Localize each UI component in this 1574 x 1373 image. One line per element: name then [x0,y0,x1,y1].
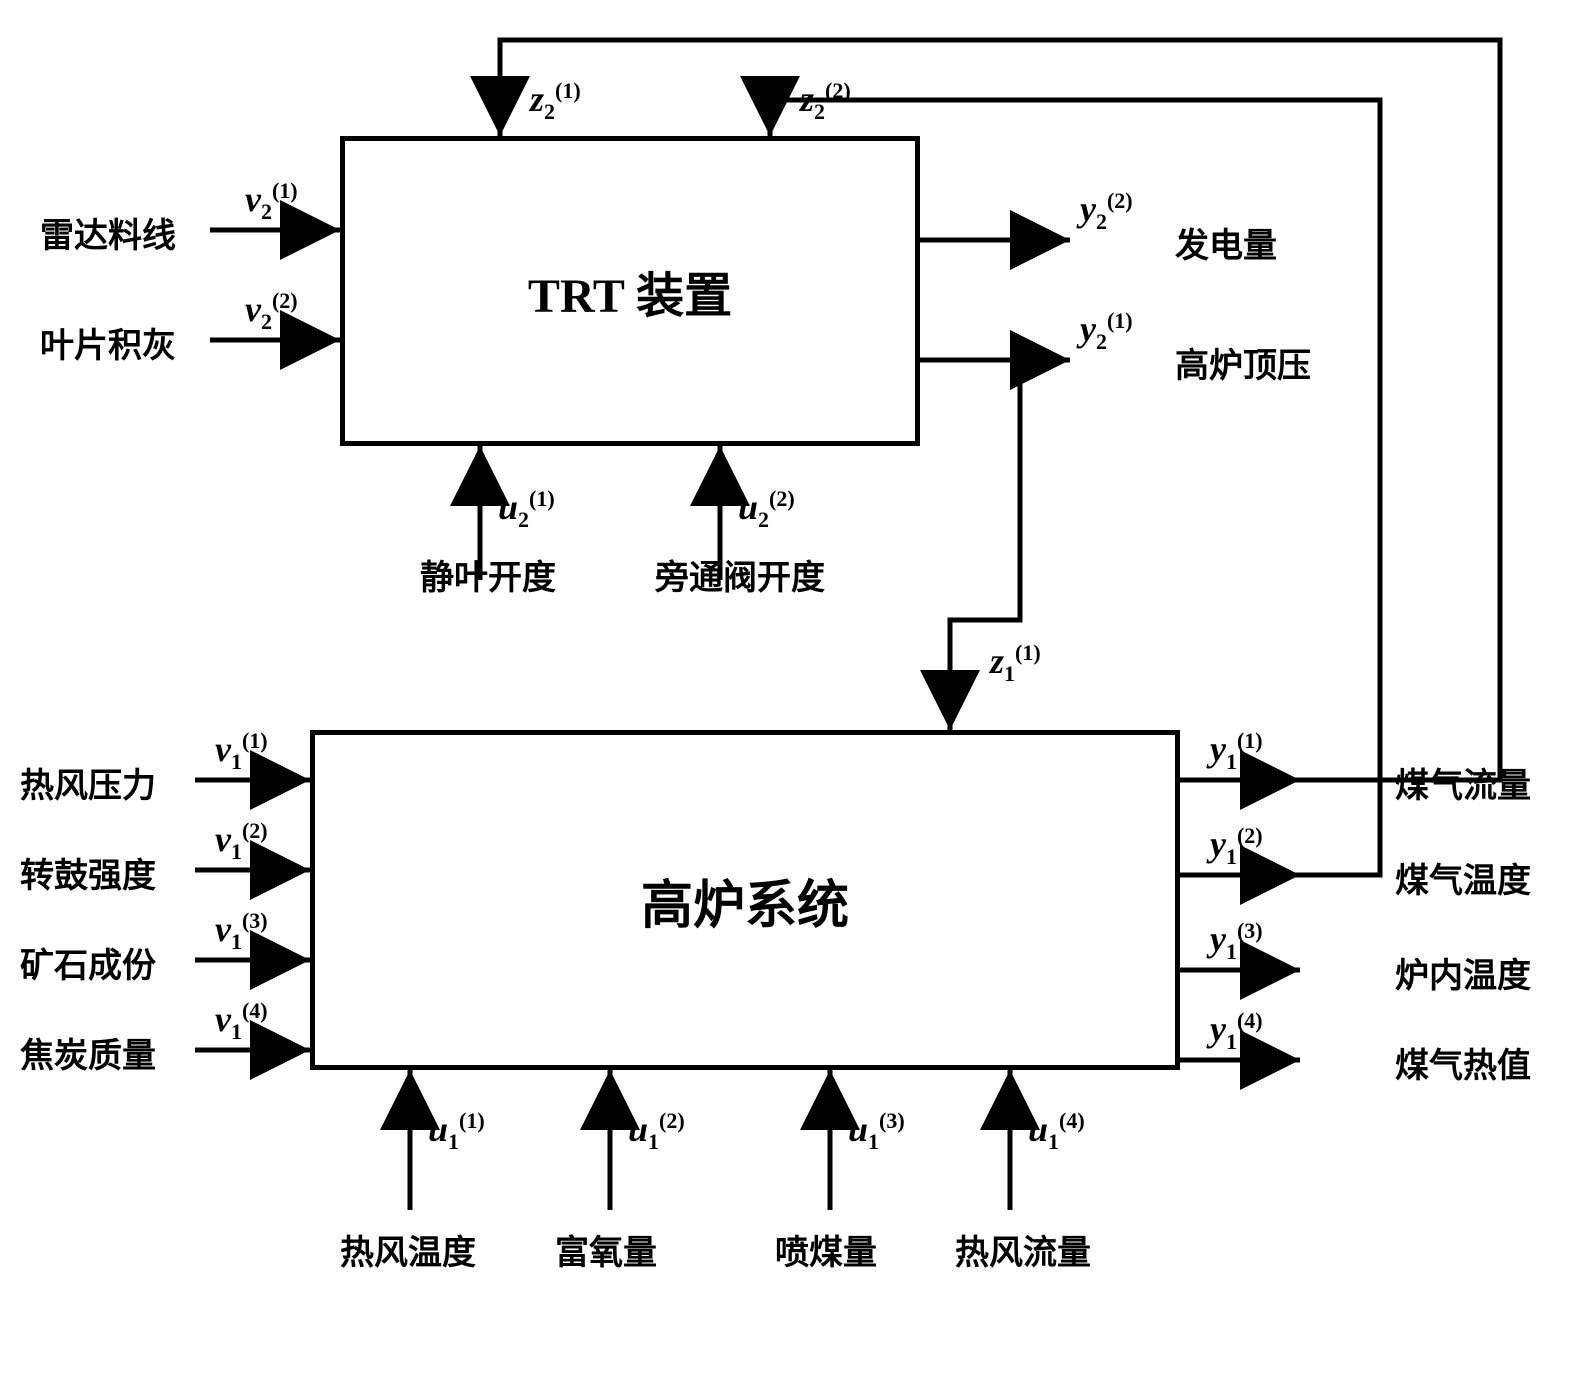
bf-right-cn-3: 煤气热值 [1395,1038,1531,1087]
bf-bottom-cn-0: 热风温度 [340,1225,476,1274]
bf-left-cn-1: 转鼓强度 [20,848,156,897]
z1-var: z1(1) [990,640,1041,687]
bf-box-title: 高炉系统 [641,863,849,938]
trt-right-var-1: y2(1) [1080,308,1133,355]
trt-right-cn-0: 发电量 [1175,218,1277,267]
trt-left-cn-1: 叶片积灰 [40,318,176,367]
bf-bottom-var-3: u1(4) [1028,1108,1085,1155]
bf-bottom-cn-2: 喷煤量 [775,1225,877,1274]
trt-top-var-0: z2(1) [530,78,581,125]
bf-left-cn-2: 矿石成份 [20,938,156,987]
bf-bottom-var-1: u1(2) [628,1108,685,1155]
bf-right-cn-2: 炉内温度 [1395,948,1531,997]
bf-left-var-0: v1(1) [215,728,268,775]
trt-top-var-1: z2(2) [800,78,851,125]
bf-right-var-1: y1(2) [1210,823,1263,870]
bf-right-var-0: y1(1) [1210,728,1263,775]
bf-left-var-3: v1(4) [215,998,268,1045]
trt-bottom-cn-0: 静叶开度 [420,550,556,599]
bf-bottom-var-2: u1(3) [848,1108,905,1155]
trt-bottom-var-0: u2(1) [498,486,555,533]
trt-bottom-var-1: u2(2) [738,486,795,533]
bf-left-cn-3: 焦炭质量 [20,1028,156,1077]
trt-left-cn-0: 雷达料线 [40,208,176,257]
bf-left-cn-0: 热风压力 [20,758,156,807]
blast-furnace-box: 高炉系统 [310,730,1180,1070]
bf-right-var-2: y1(3) [1210,918,1263,965]
bf-bottom-cn-1: 富氧量 [555,1225,657,1274]
bf-right-var-3: y1(4) [1210,1008,1263,1055]
trt-left-var-1: v2(2) [245,288,298,335]
trt-box: TRT 装置 [340,136,920,446]
trt-bottom-cn-1: 旁通阀开度 [655,550,825,599]
trt-box-title: TRT 装置 [528,256,732,326]
bf-left-var-2: v1(3) [215,908,268,955]
trt-right-var-0: y2(2) [1080,188,1133,235]
trt-right-cn-1: 高炉顶压 [1175,338,1311,387]
bf-left-var-1: v1(2) [215,818,268,865]
bf-bottom-cn-3: 热风流量 [955,1225,1091,1274]
bf-right-cn-0: 煤气流量 [1395,758,1531,807]
bf-bottom-var-0: u1(1) [428,1108,485,1155]
trt-left-var-0: v2(1) [245,178,298,225]
bf-right-cn-1: 煤气温度 [1395,853,1531,902]
